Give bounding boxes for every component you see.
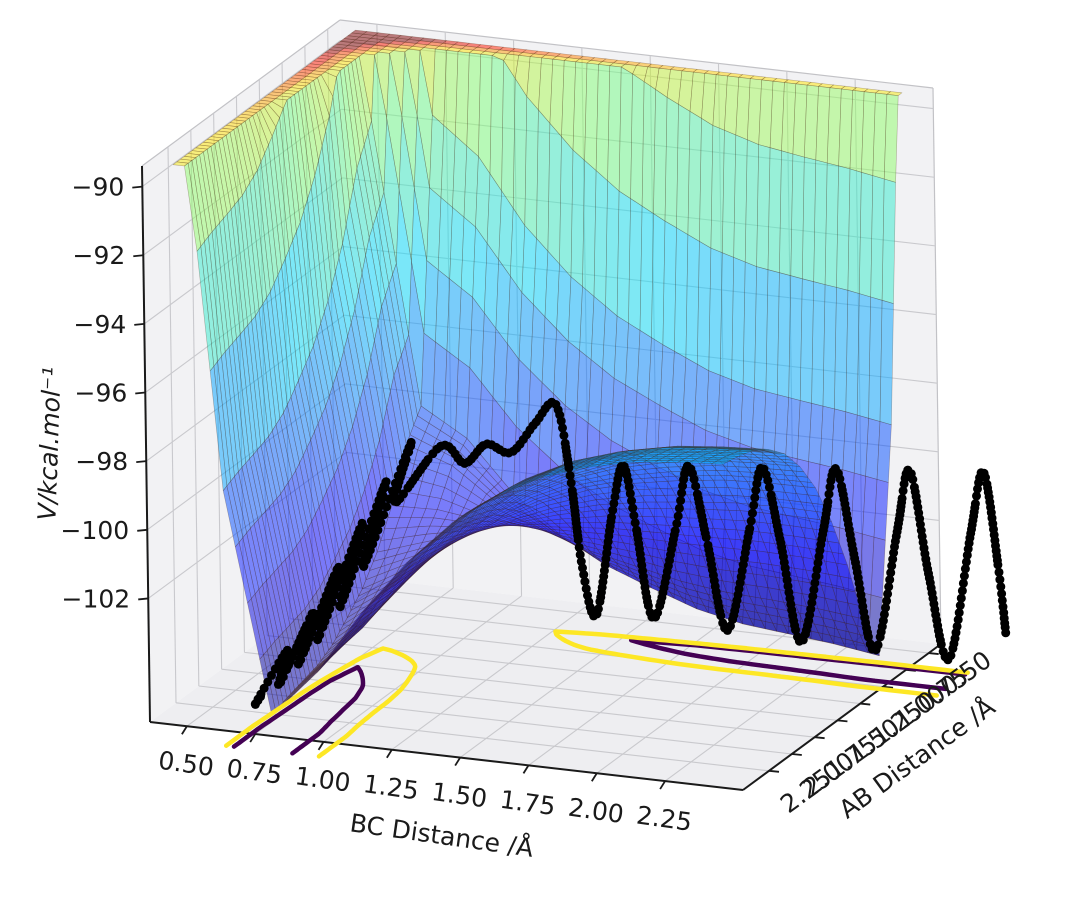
svg-text:−98: −98 — [75, 447, 128, 476]
trajectory-dots — [250, 397, 1011, 709]
svg-text:−96: −96 — [75, 379, 128, 408]
svg-text:−94: −94 — [74, 310, 127, 339]
svg-text:−90: −90 — [72, 173, 125, 202]
svg-text:1.25: 1.25 — [361, 769, 420, 805]
bc-axis-title: BC Distance /Å — [348, 808, 535, 862]
floor-contours — [223, 629, 970, 759]
svg-text:2.00: 2.00 — [566, 793, 625, 829]
v-axis-title: V/kcal.mol⁻¹ — [32, 366, 66, 521]
svg-text:−102: −102 — [62, 584, 131, 613]
svg-text:−100: −100 — [61, 516, 130, 545]
svg-text:1.50: 1.50 — [430, 777, 489, 813]
svg-text:1.75: 1.75 — [498, 785, 557, 821]
svg-text:0.75: 0.75 — [225, 753, 284, 789]
svg-text:1.00: 1.00 — [293, 761, 352, 797]
svg-text:0.50: 0.50 — [156, 746, 215, 782]
svg-text:2.25: 2.25 — [635, 800, 694, 836]
svg-text:−92: −92 — [73, 241, 126, 270]
